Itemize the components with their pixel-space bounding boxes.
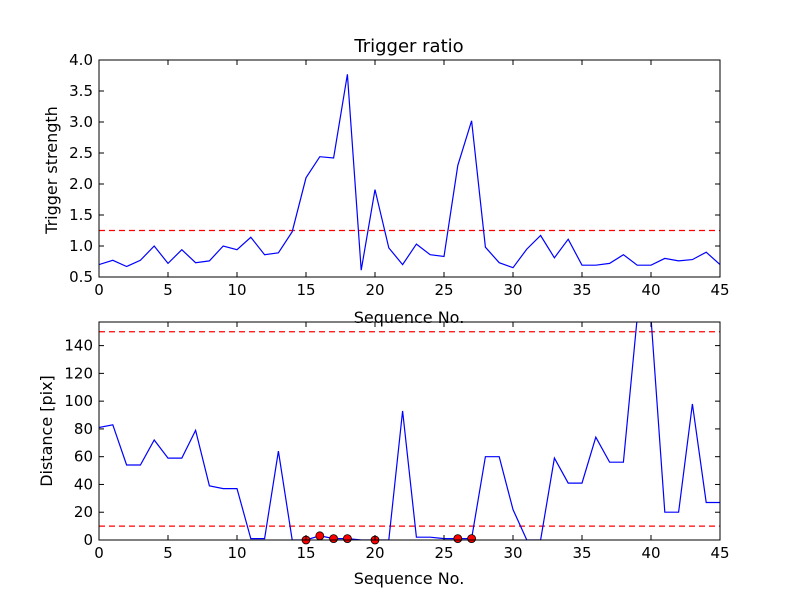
- y-tick-label: 100: [64, 392, 93, 410]
- x-tick-label: 25: [434, 281, 453, 299]
- top-x-axis-label: Sequence No.: [354, 308, 465, 327]
- bottom-chart: 0 5 10 15 20 25 30 35 40 45 0 20 40 60 80 100 120 140 Seq…: [37, 321, 730, 588]
- x-tick-label: 25: [434, 544, 453, 562]
- x-tick-label: 20: [365, 281, 384, 299]
- x-tick-label: 35: [572, 281, 591, 299]
- x-tick-label: 30: [503, 544, 522, 562]
- top-y-axis-label: Trigger strength: [42, 106, 61, 235]
- y-tick-label: 140: [64, 337, 93, 355]
- x-tick-label: 20: [365, 544, 384, 562]
- y-tick-label: 80: [74, 420, 93, 438]
- x-tick-label: 40: [641, 544, 660, 562]
- y-tick-label: 40: [74, 475, 93, 493]
- y-tick-label: 1.0: [69, 237, 93, 255]
- y-tick-label: 120: [64, 364, 93, 382]
- data-point-marker: [329, 534, 339, 544]
- y-tick-label: 3.0: [69, 113, 93, 131]
- data-point-marker: [315, 531, 325, 541]
- x-tick-label: 15: [296, 281, 315, 299]
- x-tick-label: 35: [572, 544, 591, 562]
- series-line: [99, 322, 720, 540]
- y-tick-label: 2.5: [69, 144, 93, 162]
- x-tick-label: 40: [641, 281, 660, 299]
- top-chart-title: Trigger ratio: [353, 36, 463, 57]
- bottom-y-axis-label: Distance [pix]: [37, 375, 56, 487]
- x-tick-label: 45: [710, 544, 729, 562]
- x-tick-label: 45: [710, 281, 729, 299]
- y-tick-label: 20: [74, 503, 93, 521]
- top-plot-area: 0 5 10 15 20 25 30 35 40 45 0.5 1.0 1.5 2.0 2.5 3.0 3.5 4…: [69, 51, 729, 299]
- y-tick-label: 60: [74, 448, 93, 466]
- y-tick-label: 1.5: [69, 206, 93, 224]
- y-tick-label: 4.0: [69, 51, 93, 69]
- series-line: [99, 74, 720, 271]
- x-tick-label: 5: [163, 544, 173, 562]
- data-point-marker: [342, 534, 352, 544]
- data-point-marker: [467, 534, 477, 544]
- bottom-plot-area: 0 5 10 15 20 25 30 35 40 45 0 20 40 60 80 100 120 140: [64, 321, 730, 562]
- axes-frame: [98, 321, 721, 541]
- y-tick-label: 3.5: [69, 82, 93, 100]
- data-point-marker: [453, 534, 463, 544]
- bottom-x-axis-label: Sequence No.: [354, 569, 465, 588]
- x-tick-label: 0: [94, 544, 104, 562]
- x-tick-label: 0: [94, 281, 104, 299]
- x-tick-label: 10: [227, 544, 246, 562]
- y-tick-label: 2.0: [69, 175, 93, 193]
- axes-frame: [98, 59, 721, 278]
- x-tick-label: 5: [163, 281, 173, 299]
- x-tick-label: 10: [227, 281, 246, 299]
- y-tick-label: 0: [83, 531, 93, 549]
- x-tick-label: 15: [296, 544, 315, 562]
- top-chart: Trigger ratio 0 5 10 15 20 25 30 35 40 45 0.5 1.0 1.…: [42, 36, 730, 327]
- y-tick-label: 0.5: [69, 268, 93, 286]
- x-tick-label: 30: [503, 281, 522, 299]
